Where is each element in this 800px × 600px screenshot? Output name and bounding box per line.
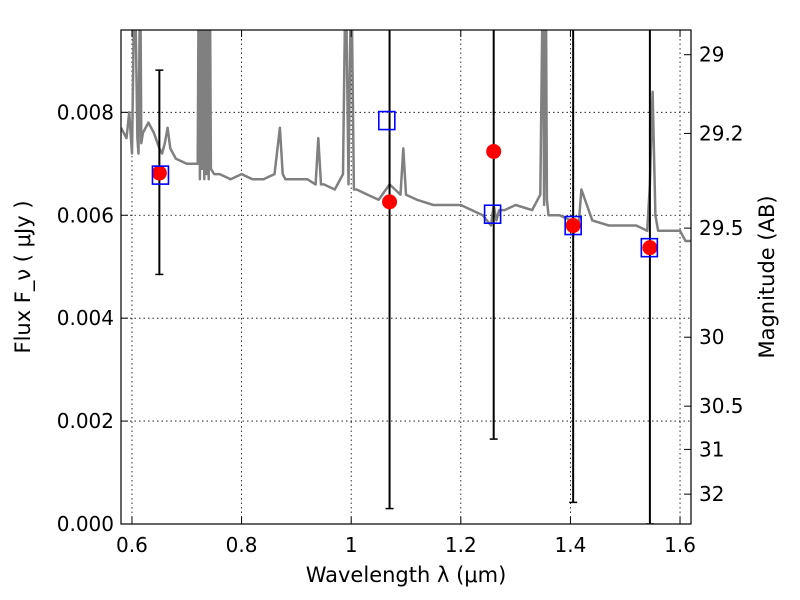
y-tick-label: 0.006 xyxy=(57,203,114,227)
y-tick-label: 0.000 xyxy=(57,512,114,536)
x-tick-label: 0.8 xyxy=(226,533,258,557)
x-tick-label: 1 xyxy=(345,533,358,557)
model-photometry-square xyxy=(378,110,396,131)
tick-layer: 0.6 0.8 1 1.2 1.4 1.6 0.000 0.002 0.004 0.006 0.00… xyxy=(57,30,744,557)
y-tick-label: 0.008 xyxy=(57,100,114,124)
y2-tick-label: 29.5 xyxy=(699,216,744,240)
x-tick-label: 1.6 xyxy=(664,533,696,557)
model-photometry-square xyxy=(151,165,170,185)
data-layer xyxy=(121,30,691,524)
x-tick-label: 0.6 xyxy=(116,533,148,557)
y2-tick-label: 32 xyxy=(699,482,724,506)
x-axis-label: Wavelength λ (μm) xyxy=(306,563,507,587)
y-axis-label: Flux F_ν ( μJy ) xyxy=(11,200,36,353)
observed-point xyxy=(642,240,658,256)
y2-tick-label: 30 xyxy=(699,325,724,349)
observed-point xyxy=(382,194,398,210)
model-photometry-square xyxy=(640,237,659,258)
y2-tick-label: 30.5 xyxy=(699,394,744,418)
model-photometry-square xyxy=(564,215,582,236)
observed-point xyxy=(486,143,502,159)
y-tick-label: 0.002 xyxy=(57,409,114,433)
y-tick-label: 0.004 xyxy=(57,306,114,330)
x-tick-label: 1.2 xyxy=(445,533,477,557)
y2-tick-label: 29.2 xyxy=(699,121,744,145)
observed-point xyxy=(151,165,167,181)
plot-frame xyxy=(120,29,692,525)
y2-tick-label: 29 xyxy=(699,43,724,67)
model-photometry-square xyxy=(483,204,502,225)
x-tick-label: 1.4 xyxy=(555,533,587,557)
observed-point xyxy=(565,218,581,234)
y2-tick-label: 31 xyxy=(699,437,724,461)
y2-axis-label: Magnitude (AB) xyxy=(755,195,779,358)
